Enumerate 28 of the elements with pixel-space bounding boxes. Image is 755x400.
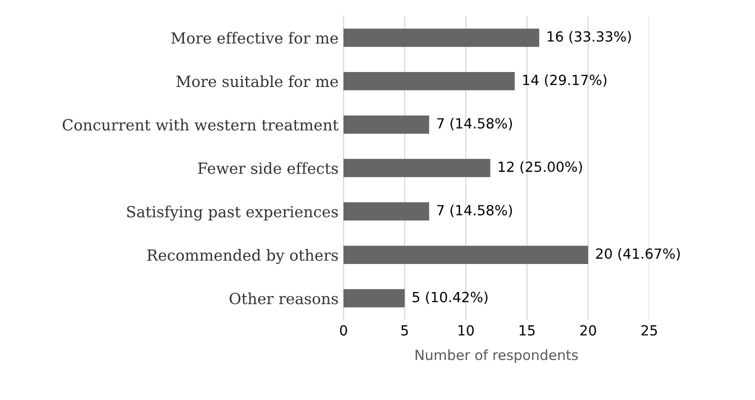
data-label: 12 (25.00%): [498, 161, 582, 174]
data-label: 16 (33.33%): [548, 31, 631, 44]
x-tick-label: 0: [340, 325, 348, 336]
bar: [344, 158, 490, 178]
bar: [344, 115, 430, 134]
y-tick-label: Concurrent with western treatment: [62, 118, 339, 131]
x-axis-title: Number of respondents: [416, 349, 578, 363]
bar: [344, 72, 515, 90]
data-label: 7 (14.58%): [437, 204, 512, 218]
y-tick-label: Fewer side effects: [198, 162, 338, 174]
y-tick-label: Other reasons: [230, 292, 338, 304]
x-tick-label: 25: [641, 325, 657, 336]
y-tick-label: Recommended by others: [147, 249, 338, 264]
bar: [344, 246, 588, 264]
data-label: 14 (29.17%): [523, 74, 606, 87]
x-tick-label: 15: [520, 325, 535, 336]
bar: [344, 202, 430, 221]
bar: [344, 289, 405, 308]
x-tick-label: 20: [580, 325, 596, 336]
x-tick-label: 5: [401, 325, 408, 336]
y-tick-label: More suitable for me: [176, 75, 338, 88]
data-label: 20 (41.67%): [596, 248, 680, 261]
y-tick-label: More effective for me: [171, 32, 338, 44]
bar: [344, 28, 540, 47]
x-tick-label: 10: [458, 325, 474, 336]
y-tick-label: Satisfying past experiences: [127, 206, 338, 221]
data-label: 5 (10.42%): [412, 292, 488, 304]
data-label: 7 (14.58%): [437, 118, 512, 130]
